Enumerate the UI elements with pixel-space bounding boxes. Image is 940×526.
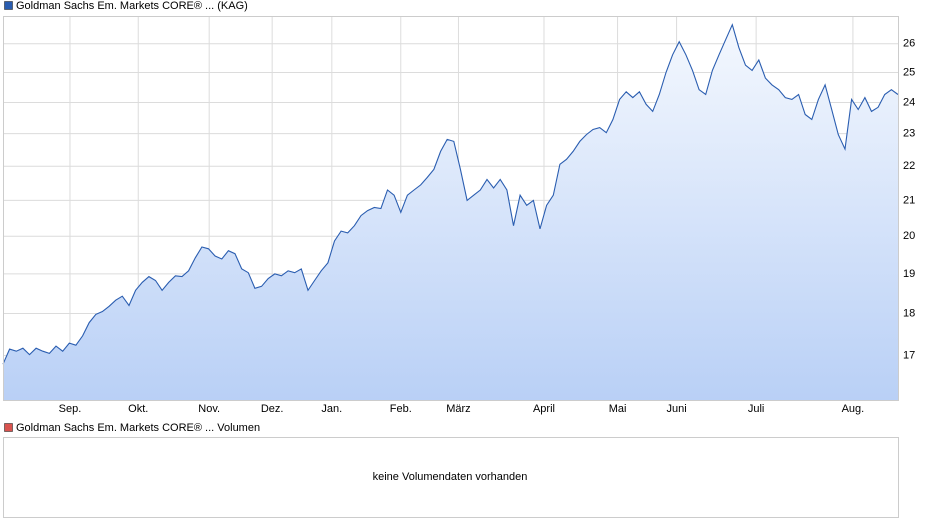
line: [2, 23, 899, 365]
x-tick-label: Sep.: [59, 403, 82, 415]
x-tick-label: Dez.: [261, 403, 284, 415]
y-tick-label: 19: [903, 268, 915, 280]
x-tick-label: Juni: [666, 403, 686, 415]
x-tick-label: April: [533, 403, 555, 415]
plot-frame: [3, 16, 899, 401]
x-tick-label: Juli: [748, 403, 765, 415]
y-tick-label: 20: [903, 230, 915, 242]
x-tick-label: März: [446, 403, 470, 415]
y-tick-label: 23: [903, 128, 915, 140]
x-tick-label: Mai: [609, 403, 627, 415]
y-tick-label: 22: [903, 160, 915, 172]
y-tick-label: 24: [903, 96, 915, 108]
legend-label: Goldman Sachs Em. Markets CORE® ... (KAG…: [16, 0, 248, 12]
legend-swatch: [4, 423, 13, 432]
no-data-message: keine Volumendaten vorhanden: [373, 471, 528, 483]
volume-frame: [3, 437, 899, 518]
y-tick-label: 21: [903, 194, 915, 206]
x-tick-label: Aug.: [842, 403, 865, 415]
x-tick-label: Nov.: [198, 403, 220, 415]
area: [3, 24, 898, 400]
x-tick-label: Jan.: [321, 403, 342, 415]
y-tick-label: 25: [903, 66, 915, 78]
legend-label: Goldman Sachs Em. Markets CORE® ... Volu…: [16, 422, 260, 434]
y-tick-label: 17: [903, 349, 915, 361]
legend-swatch: [4, 1, 13, 10]
y-tick-label: 26: [903, 38, 915, 50]
y-tick-label: 18: [903, 307, 915, 319]
x-tick-label: Okt.: [128, 403, 148, 415]
x-tick-label: Feb.: [390, 403, 412, 415]
